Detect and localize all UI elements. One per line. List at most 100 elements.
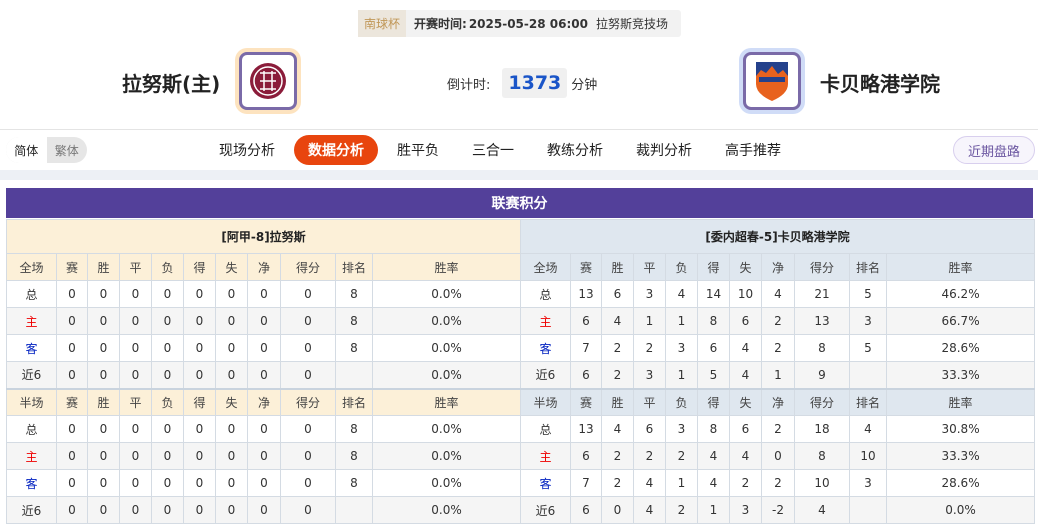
kickoff-time: 2025-05-28 06:00 [468, 16, 588, 31]
column-header: 得 [183, 253, 216, 281]
home-team-logo[interactable] [235, 48, 301, 114]
analysis-tabs: 现场分析 数据分析 胜平负 三合一 教练分析 裁判分析 高手推荐 [205, 135, 800, 165]
cell: 2 [633, 442, 666, 470]
cell: 0 [247, 496, 281, 524]
column-header: 赛 [570, 253, 602, 281]
column-header: 得 [183, 387, 216, 416]
tab-coach-analysis[interactable]: 教练分析 [547, 143, 603, 159]
cell: 0 [151, 361, 184, 389]
simplified-button[interactable]: 简体 [6, 137, 47, 163]
cell: 6 [570, 442, 602, 470]
tab-data-analysis[interactable]: 数据分析 [294, 135, 378, 165]
cell: 3 [729, 496, 762, 524]
cell: 13 [570, 280, 602, 308]
cell: 8 [335, 307, 373, 335]
table-row: 主 6 2 2 2 4 4 0 8 10 33.3% [520, 442, 1036, 470]
cell: 0 [280, 442, 336, 470]
cell: 0 [183, 469, 216, 497]
cell: 21 [794, 280, 850, 308]
column-header: 排名 [335, 387, 373, 416]
column-header: 净 [761, 387, 795, 416]
away-team-name[interactable]: 卡贝略港学院 [820, 72, 940, 96]
cell: 46.2% [885, 280, 1036, 308]
cell: 0 [119, 307, 152, 335]
column-header: 负 [665, 253, 698, 281]
cell: 6 [697, 334, 730, 362]
cell [849, 361, 887, 389]
cell: 0 [183, 334, 216, 362]
cell: 7 [570, 334, 602, 362]
home-team-name[interactable]: 拉努斯(主) [122, 72, 221, 96]
cell: 0 [183, 442, 216, 470]
cell: 0 [280, 280, 336, 308]
row-label: 客 [6, 334, 57, 362]
column-header: 负 [151, 387, 184, 416]
cell: 0 [119, 280, 152, 308]
cell: 18 [794, 415, 850, 443]
cell: 8 [697, 415, 730, 443]
cell: 0.0% [371, 415, 522, 443]
cell: 2 [761, 469, 795, 497]
column-header: 胜 [601, 253, 634, 281]
cell: -2 [761, 496, 795, 524]
cell: 0 [215, 307, 248, 335]
cell: 8 [697, 307, 730, 335]
column-header: 赛 [56, 387, 88, 416]
cell: 4 [729, 442, 762, 470]
cell: 0 [183, 361, 216, 389]
cell: 0 [761, 442, 795, 470]
countdown-label: 倒计时: [447, 77, 491, 93]
cell: 6 [570, 361, 602, 389]
cell: 8 [335, 469, 373, 497]
row-label: 近6 [6, 361, 57, 389]
table-row: 近6 0 0 0 0 0 0 0 0 0.0% [6, 361, 522, 389]
table-row: 总 13 4 6 3 8 6 2 18 4 30.8% [520, 415, 1036, 443]
cell: 2 [761, 307, 795, 335]
cell: 0.0% [371, 280, 522, 308]
cell: 0 [56, 415, 88, 443]
cell: 0 [247, 280, 281, 308]
column-header: 负 [151, 253, 184, 281]
separator-band [0, 170, 1038, 180]
row-label: 客 [6, 469, 57, 497]
cell: 0 [151, 415, 184, 443]
cell: 9 [794, 361, 850, 389]
cell: 0 [280, 415, 336, 443]
tab-expert-picks[interactable]: 高手推荐 [725, 143, 781, 159]
cell: 0.0% [371, 442, 522, 470]
cell: 0 [280, 361, 336, 389]
cell: 0.0% [371, 496, 522, 524]
cell: 0 [215, 280, 248, 308]
cell: 1 [665, 361, 698, 389]
table-row: 总 0 0 0 0 0 0 0 0 8 0.0% [6, 415, 522, 443]
venue: 拉努斯竞技场 [595, 17, 668, 31]
cell: 0 [87, 415, 120, 443]
cell: 0 [87, 469, 120, 497]
cell: 4 [601, 415, 634, 443]
tab-live-analysis[interactable]: 现场分析 [219, 143, 275, 159]
column-header: 胜 [601, 387, 634, 416]
away-standings-table: [委内超春-5]卡贝略港学院 全场赛胜平负得失净得分 排名 胜率总 13 6 3 4 14 10 4… [519, 219, 1036, 524]
tab-referee-analysis[interactable]: 裁判分析 [636, 143, 692, 159]
cell: 0 [247, 334, 281, 362]
cell: 0 [56, 280, 88, 308]
table-row: 客 7 2 2 3 6 4 2 8 5 28.6% [520, 334, 1036, 362]
away-team-logo[interactable] [739, 48, 805, 114]
cell: 0 [87, 280, 120, 308]
traditional-button[interactable]: 繁体 [54, 143, 79, 158]
team-header: [委内超春-5]卡贝略港学院 [519, 219, 1036, 254]
tab-1x2[interactable]: 胜平负 [397, 143, 439, 159]
tab-three-in-one[interactable]: 三合一 [472, 143, 514, 159]
column-header: 平 [633, 253, 666, 281]
cell: 0 [280, 307, 336, 335]
cell: 0 [56, 469, 88, 497]
cell: 0 [119, 496, 152, 524]
cell: 8 [794, 442, 850, 470]
column-header: 全场 [6, 253, 57, 281]
cell: 0 [247, 307, 281, 335]
recent-odds-button[interactable]: 近期盘路 [953, 136, 1035, 164]
cup-name[interactable]: 南球杯 [358, 10, 407, 37]
cell: 3 [665, 334, 698, 362]
row-label: 总 [6, 280, 57, 308]
table-row: 主 0 0 0 0 0 0 0 0 8 0.0% [6, 442, 522, 470]
